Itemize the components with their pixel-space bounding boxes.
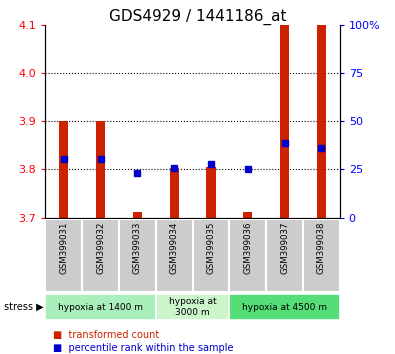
Text: GDS4929 / 1441186_at: GDS4929 / 1441186_at bbox=[109, 9, 286, 25]
Text: GSM399032: GSM399032 bbox=[96, 222, 105, 274]
Text: GSM399031: GSM399031 bbox=[59, 222, 68, 274]
Bar bbox=[169, 168, 179, 218]
Bar bbox=[193, 219, 229, 292]
Text: GSM399034: GSM399034 bbox=[170, 222, 179, 274]
Text: GSM399033: GSM399033 bbox=[133, 222, 142, 274]
Bar bbox=[45, 294, 156, 320]
Bar bbox=[266, 219, 303, 292]
Bar bbox=[243, 212, 252, 218]
Bar bbox=[229, 294, 340, 320]
Text: GSM399035: GSM399035 bbox=[207, 222, 215, 274]
Text: hypoxia at
3000 m: hypoxia at 3000 m bbox=[169, 297, 216, 317]
Bar bbox=[206, 167, 216, 218]
Bar bbox=[280, 25, 289, 218]
Text: ■  transformed count: ■ transformed count bbox=[53, 330, 160, 339]
Text: GSM399037: GSM399037 bbox=[280, 222, 289, 274]
Bar bbox=[317, 25, 326, 218]
Bar bbox=[82, 219, 119, 292]
Text: hypoxia at 1400 m: hypoxia at 1400 m bbox=[58, 303, 143, 312]
Bar bbox=[119, 219, 156, 292]
Bar bbox=[229, 219, 266, 292]
Bar bbox=[303, 219, 340, 292]
Text: ■  percentile rank within the sample: ■ percentile rank within the sample bbox=[53, 343, 234, 353]
Bar bbox=[156, 294, 229, 320]
Bar bbox=[96, 121, 105, 218]
Bar bbox=[156, 219, 193, 292]
Bar bbox=[59, 121, 68, 218]
Text: stress ▶: stress ▶ bbox=[4, 302, 43, 312]
Bar bbox=[133, 212, 142, 218]
Bar bbox=[45, 219, 82, 292]
Text: GSM399038: GSM399038 bbox=[317, 222, 326, 274]
Text: hypoxia at 4500 m: hypoxia at 4500 m bbox=[242, 303, 327, 312]
Text: GSM399036: GSM399036 bbox=[243, 222, 252, 274]
